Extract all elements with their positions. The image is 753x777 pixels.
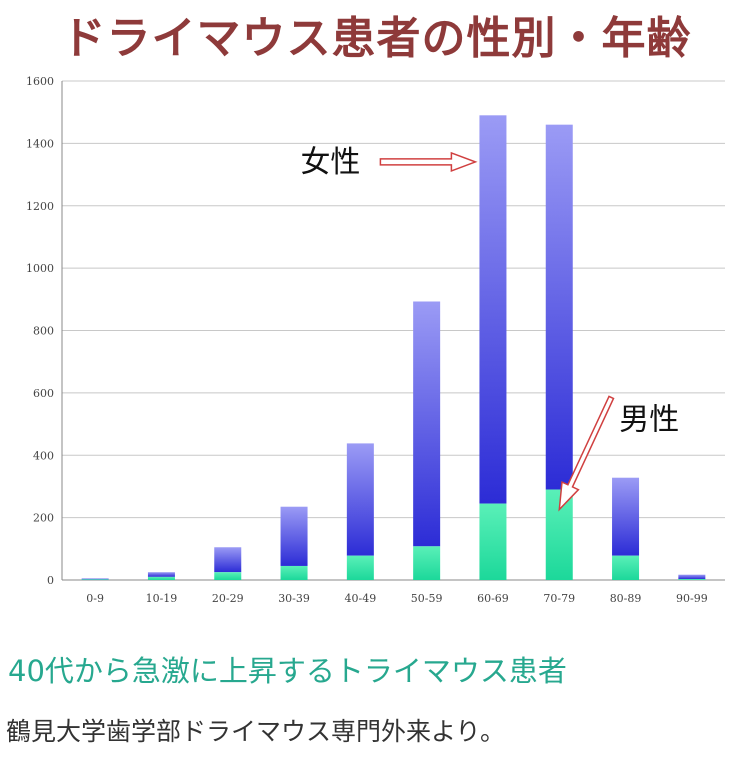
bar-chart: 0 200 400 600 800 1000 1200 1400 1600 0-9 10-19 20… [26,75,725,605]
x-tick-label: 0-9 [86,592,104,605]
annotation-female-label: 女性 [300,145,360,180]
bar-female-70-79 [545,124,573,490]
y-tick-label: 1000 [26,262,54,275]
x-axis-ticks: 0-9 10-19 20-29 30-39 40-49 50-59 60-69 70-79 80… [86,592,707,605]
bar-female-60-69 [479,115,507,504]
bar-male-60-69 [479,503,507,580]
y-axis-ticks: 0 200 400 600 800 1000 1200 1400 1600 [26,75,54,587]
x-tick-label: 30-39 [278,592,310,605]
x-tick-label: 50-59 [411,592,443,605]
annotations: 女性 男性 [300,145,679,512]
x-tick-label: 20-29 [212,592,244,605]
bar-male-10-19 [147,576,175,580]
x-tick-label: 60-69 [477,592,509,605]
bar-female-50-59 [413,301,441,547]
bar-female-40-49 [346,443,374,556]
source-note: 鶴見大学歯学部ドライマウス専門外来より。 [6,717,506,746]
annotation-male-label: 男性 [619,402,679,437]
x-tick-label: 10-19 [146,592,178,605]
annotation-female-arrow [379,151,478,172]
y-tick-label: 800 [33,325,54,338]
y-tick-label: 200 [33,512,54,525]
y-tick-label: 1600 [26,75,54,88]
bar-male-20-29 [214,572,242,580]
y-tick-label: 400 [33,449,54,462]
bar-male-90-99 [678,579,706,580]
bar-female-80-89 [612,477,640,556]
bar-male-30-39 [280,565,308,580]
x-tick-label: 40-49 [344,592,376,605]
bar-female-10-19 [147,572,175,577]
y-tick-label: 0 [47,574,54,587]
grid-lines [61,80,725,581]
bar-female-0-9 [81,578,109,580]
subtitle: 40代から急激に上昇するトライマウス患者 [8,654,567,688]
bar-female-20-29 [214,547,242,573]
y-tick-label: 600 [33,387,54,400]
x-tick-label: 90-99 [676,592,708,605]
bar-male-50-59 [413,546,441,580]
bar-male-0-9 [81,579,109,580]
y-tick-label: 1400 [26,137,54,150]
annotation-male-arrow [558,395,615,512]
page-title: ドライマウス患者の性別・年齢 [61,13,692,64]
bar-female-90-99 [678,574,706,580]
bar-male-80-89 [612,555,640,580]
bars [81,115,706,580]
x-tick-label: 70-79 [543,592,575,605]
y-tick-label: 1200 [26,200,54,213]
bar-female-30-39 [280,506,308,566]
bar-male-40-49 [346,555,374,580]
x-tick-label: 80-89 [610,592,642,605]
